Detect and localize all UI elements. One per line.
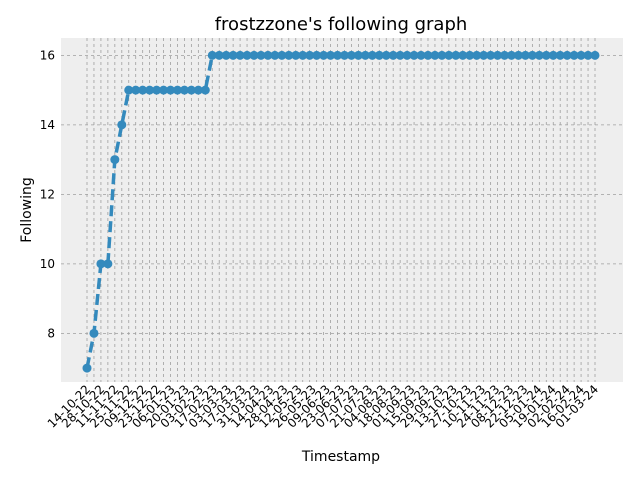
data-point bbox=[333, 50, 343, 60]
chart-title: frostzzone's following graph bbox=[215, 14, 468, 35]
data-point bbox=[284, 50, 294, 60]
data-point bbox=[305, 50, 315, 60]
data-point bbox=[423, 50, 433, 60]
data-point bbox=[186, 85, 196, 95]
data-point bbox=[319, 50, 329, 60]
data-point bbox=[513, 50, 523, 60]
data-point bbox=[402, 50, 412, 60]
data-point bbox=[395, 50, 405, 60]
data-point bbox=[520, 50, 530, 60]
data-point bbox=[110, 155, 120, 165]
data-point bbox=[367, 50, 377, 60]
data-point bbox=[131, 85, 141, 95]
data-point bbox=[555, 50, 565, 60]
data-point bbox=[312, 50, 322, 60]
y-axis-ticks: 8 10 12 14 16 bbox=[40, 48, 55, 340]
data-point bbox=[360, 50, 370, 60]
data-point bbox=[124, 85, 134, 95]
data-point bbox=[242, 50, 252, 60]
y-tick-label: 8 bbox=[47, 326, 55, 340]
data-point bbox=[486, 50, 496, 60]
data-point bbox=[159, 85, 169, 95]
data-point bbox=[590, 50, 600, 60]
data-point bbox=[416, 50, 426, 60]
data-point bbox=[339, 50, 349, 60]
data-point bbox=[569, 50, 579, 60]
data-point bbox=[562, 50, 572, 60]
plot-area bbox=[61, 38, 623, 382]
data-point bbox=[500, 50, 510, 60]
data-point bbox=[214, 50, 224, 60]
data-point bbox=[235, 50, 245, 60]
data-point bbox=[179, 85, 189, 95]
data-point bbox=[430, 50, 440, 60]
data-point bbox=[527, 50, 537, 60]
data-point bbox=[472, 50, 482, 60]
data-point bbox=[256, 50, 266, 60]
x-axis-label: Timestamp bbox=[301, 449, 380, 465]
data-point bbox=[200, 85, 210, 95]
x-axis-ticks: 14-10-2228-10-2211-11-2225-11-2209-12-22… bbox=[45, 382, 601, 430]
data-point bbox=[381, 50, 391, 60]
data-point bbox=[409, 50, 419, 60]
data-point bbox=[541, 50, 551, 60]
data-point bbox=[388, 50, 398, 60]
y-tick-label: 16 bbox=[40, 48, 55, 62]
data-point bbox=[374, 50, 384, 60]
data-point bbox=[277, 50, 287, 60]
y-tick-label: 14 bbox=[40, 118, 55, 132]
data-point bbox=[583, 50, 593, 60]
data-point bbox=[346, 50, 356, 60]
data-point bbox=[444, 50, 454, 60]
data-point bbox=[534, 50, 544, 60]
data-point bbox=[493, 50, 503, 60]
data-point bbox=[117, 120, 127, 130]
y-axis-label: Following bbox=[19, 177, 35, 243]
data-point bbox=[138, 85, 148, 95]
data-point bbox=[548, 50, 558, 60]
data-point bbox=[458, 50, 468, 60]
data-point bbox=[249, 50, 259, 60]
data-point bbox=[353, 50, 363, 60]
data-point bbox=[207, 50, 217, 60]
data-point bbox=[89, 328, 99, 338]
data-point bbox=[451, 50, 461, 60]
data-point bbox=[479, 50, 489, 60]
data-point bbox=[465, 50, 475, 60]
data-point bbox=[166, 85, 176, 95]
data-point bbox=[228, 50, 238, 60]
data-point bbox=[291, 50, 301, 60]
data-point bbox=[172, 85, 182, 95]
data-point bbox=[506, 50, 516, 60]
data-point bbox=[193, 85, 203, 95]
series-markers bbox=[82, 50, 600, 373]
data-point bbox=[298, 50, 308, 60]
data-point bbox=[270, 50, 280, 60]
data-point bbox=[145, 85, 155, 95]
data-point bbox=[263, 50, 273, 60]
data-point bbox=[437, 50, 447, 60]
data-point bbox=[221, 50, 231, 60]
data-point bbox=[152, 85, 162, 95]
data-point bbox=[326, 50, 336, 60]
y-tick-label: 12 bbox=[40, 187, 55, 201]
y-tick-label: 10 bbox=[40, 257, 55, 271]
data-point bbox=[82, 363, 92, 373]
data-point bbox=[96, 259, 106, 269]
data-point bbox=[576, 50, 586, 60]
data-point bbox=[103, 259, 113, 269]
